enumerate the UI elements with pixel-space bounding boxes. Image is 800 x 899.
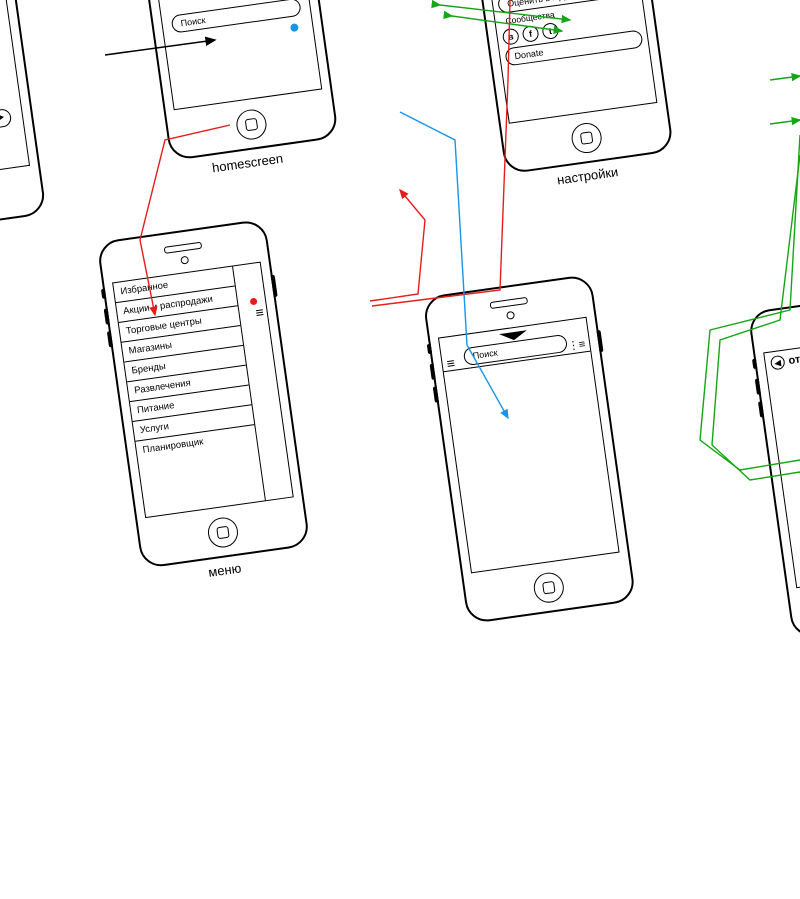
vk-icon[interactable]: в [502, 28, 520, 46]
search-label: Поиск [472, 348, 498, 361]
phone-interests: работу [0, 0, 47, 238]
homescreen-label: homescreen [211, 151, 284, 176]
fav-title-bar: ◀ от избра [770, 337, 800, 370]
phone-menu: Избранное Акции и распродажи Торговые це… [96, 219, 310, 569]
fb-icon[interactable]: f [522, 25, 540, 43]
phone-search: ≡ ⋮≡ Поиск [422, 274, 636, 624]
phone-settings: ◀ настройки Профиль Оповещения Возле ТЦ … [460, 0, 674, 175]
settings-label: настройки [556, 164, 619, 187]
phone-favorites: ◀ от избра [747, 289, 800, 639]
home-button[interactable] [570, 121, 604, 155]
burger-icon[interactable]: ≡ [446, 358, 455, 369]
start-button[interactable]: работу [0, 108, 12, 134]
home-button[interactable] [206, 516, 240, 550]
fav-title: от избра [788, 349, 800, 367]
list-icon[interactable]: ⋮≡ [567, 339, 586, 351]
back-icon[interactable]: ◀ [770, 355, 786, 371]
menu-label: меню [207, 560, 242, 579]
tw-icon[interactable]: t [541, 22, 559, 40]
search-field[interactable]: Поиск [171, 0, 302, 34]
burger-icon[interactable]: ≡ [255, 307, 264, 318]
home-button[interactable] [235, 108, 269, 142]
phone-homescreen: Ad slider ●●●●● Ad Ad Поиск [125, 0, 339, 161]
search-label: Поиск [180, 15, 206, 28]
